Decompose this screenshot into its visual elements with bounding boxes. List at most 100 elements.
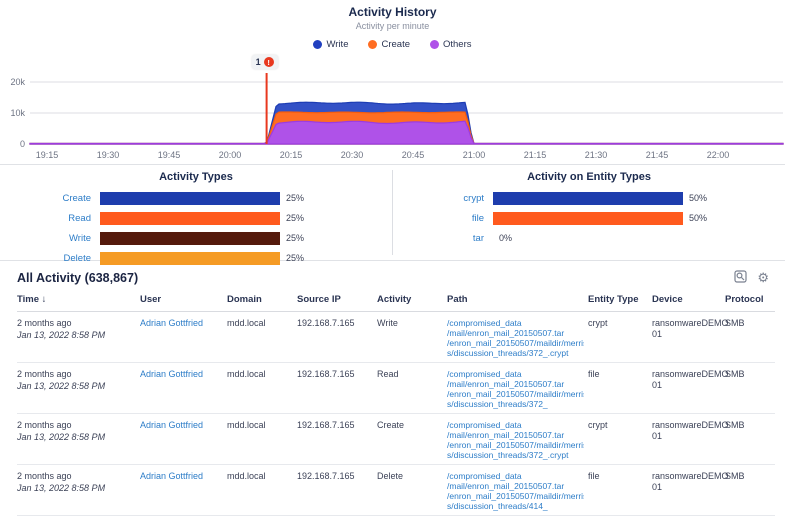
summary-panels: Activity Types Create 25% Read 25% Write 25% D…	[0, 164, 785, 265]
x-tick-label: 20:15	[280, 150, 303, 160]
device-cell: ransomwareDEMO 01	[652, 312, 729, 363]
bar-row-read: Read 25%	[0, 208, 392, 228]
time-absolute: Jan 13, 2022 8:58 PM	[17, 432, 106, 442]
bar-read[interactable]	[100, 211, 280, 225]
x-tick-label: 22:00	[707, 150, 730, 160]
column-header-time[interactable]: Time ↓	[17, 288, 140, 312]
bar-row-write: Write 25%	[0, 228, 392, 248]
user-link[interactable]: Adrian Gottfried	[140, 420, 204, 430]
column-header-domain[interactable]: Domain	[227, 288, 297, 312]
legend-label: Others	[443, 39, 472, 50]
path-line[interactable]: s/discussion_threads/372_.crypt	[447, 450, 569, 460]
entity-types-panel: Activity on Entity Types crypt 50% file 50%…	[393, 165, 785, 260]
legend-item-others[interactable]: Others	[430, 39, 472, 50]
path-line[interactable]: /compromised_data	[447, 369, 522, 379]
user-link[interactable]: Adrian Gottfried	[140, 318, 204, 328]
user-link[interactable]: Adrian Gottfried	[140, 471, 204, 481]
domain-cell: mdd.local	[227, 363, 297, 414]
entity-type-cell: file	[588, 363, 652, 414]
column-header-entity-type[interactable]: Entity Type	[588, 288, 652, 312]
time-cell: 2 months ago Jan 13, 2022 8:58 PM	[17, 312, 140, 363]
user-cell: Adrian Gottfried	[140, 363, 227, 414]
path-line[interactable]: /compromised_data	[447, 318, 522, 328]
domain-cell: mdd.local	[227, 465, 297, 516]
legend-dot-icon	[430, 40, 439, 49]
bar-label-create[interactable]: Create	[62, 192, 91, 204]
chart-legend: Write Create Others	[0, 39, 785, 50]
path-line[interactable]: /mail/enron_mail_20150507.tar	[447, 379, 565, 389]
column-header-device[interactable]: Device	[652, 288, 725, 312]
user-link[interactable]: Adrian Gottfried	[140, 369, 204, 379]
x-tick-label: 21:00	[463, 150, 486, 160]
entity-types-bars: crypt 50% file 50% tar 0%	[393, 188, 785, 248]
area-series-others[interactable]	[29, 120, 784, 145]
x-tick-label: 20:45	[402, 150, 425, 160]
protocol-cell: SMB	[725, 363, 775, 414]
activity-cell: Write	[377, 312, 447, 363]
table-settings-icon[interactable]: ⚙	[757, 270, 769, 285]
x-tick-label: 20:30	[341, 150, 364, 160]
x-tick-label: 19:45	[158, 150, 181, 160]
user-cell: Adrian Gottfried	[140, 465, 227, 516]
alert-icon: !	[263, 57, 274, 67]
bar-create[interactable]	[100, 191, 280, 205]
path-line[interactable]: /mail/enron_mail_20150507.tar	[447, 430, 565, 440]
chart-header: Activity History Activity per minute Wri…	[0, 0, 785, 50]
table-row: 2 months ago Jan 13, 2022 8:58 PM Adrian G…	[0, 363, 785, 414]
column-header-source-ip[interactable]: Source IP	[297, 288, 377, 312]
path-line[interactable]: /enron_mail_20150507/maildir/merriss-	[447, 491, 584, 501]
bar-row-file: file 50%	[393, 208, 785, 228]
device-cell: ransomwareDEMO 01	[652, 414, 729, 465]
x-tick-label: 19:15	[36, 150, 59, 160]
entity-types-title: Activity on Entity Types	[527, 171, 651, 183]
x-tick-label: 21:15	[524, 150, 547, 160]
x-tick-label: 21:45	[646, 150, 669, 160]
time-relative: 2 months ago	[17, 318, 72, 328]
bar-file[interactable]	[493, 211, 683, 225]
column-header-path[interactable]: Path	[447, 288, 588, 312]
source-ip-cell: 192.168.7.165	[297, 312, 377, 363]
path-line[interactable]: /enron_mail_20150507/maildir/merriss-	[447, 440, 584, 450]
bar-label-delete[interactable]: Delete	[63, 252, 91, 264]
path-line[interactable]: s/discussion_threads/372_.crypt	[447, 348, 569, 358]
bar-value-label: 50%	[689, 193, 708, 203]
path-line[interactable]: /enron_mail_20150507/maildir/merriss-	[447, 338, 584, 348]
source-ip-cell: 192.168.7.165	[297, 414, 377, 465]
path-line[interactable]: s/discussion_threads/372_	[447, 399, 548, 409]
path-line[interactable]: /enron_mail_20150507/maildir/merriss-	[447, 389, 584, 399]
y-tick-label: 0	[20, 139, 25, 149]
column-header-user[interactable]: User	[140, 288, 227, 312]
path-line[interactable]: /mail/enron_mail_20150507.tar	[447, 328, 565, 338]
page-title: Activity History	[348, 5, 437, 19]
bar-label-read[interactable]: Read	[68, 212, 91, 224]
bar-crypt[interactable]	[493, 191, 683, 205]
bar-label-file[interactable]: file	[471, 212, 484, 224]
path-cell: /compromised_data/mail/enron_mail_201505…	[447, 312, 588, 363]
legend-item-create[interactable]: Create	[368, 39, 410, 50]
activity-types-title: Activity Types	[159, 171, 233, 183]
legend-label: Write	[326, 39, 349, 50]
bar-label-tar[interactable]: tar	[472, 232, 484, 244]
device-line: ransomwareDEMO	[652, 369, 729, 379]
bar-label-crypt[interactable]: crypt	[463, 192, 484, 204]
column-header-activity[interactable]: Activity	[377, 288, 447, 312]
path-line[interactable]: s/discussion_threads/414_	[447, 501, 548, 511]
entity-type-cell: file	[588, 465, 652, 516]
path-line[interactable]: /compromised_data	[447, 471, 522, 481]
y-tick-label: 20k	[10, 77, 25, 87]
path-line[interactable]: /mail/enron_mail_20150507.tar	[447, 481, 565, 491]
export-icon[interactable]	[734, 270, 747, 285]
bar-write[interactable]	[100, 231, 280, 245]
bar-delete[interactable]	[100, 251, 280, 265]
column-header-protocol[interactable]: Protocol	[725, 288, 775, 312]
legend-item-write[interactable]: Write	[313, 39, 348, 50]
activity-history-plot[interactable]: 0 10k 20k 19:15 19:30 19:45 20:00 20:15 20:30 20:…	[0, 52, 785, 164]
activity-table-body: 2 months ago Jan 13, 2022 8:58 PM Adrian G…	[0, 312, 785, 516]
entity-type-cell: crypt	[588, 312, 652, 363]
bar-value-label: 25%	[286, 193, 305, 203]
path-line[interactable]: /compromised_data	[447, 420, 522, 430]
path-cell: /compromised_data/mail/enron_mail_201505…	[447, 363, 588, 414]
device-line: 01	[652, 329, 663, 339]
alert-badge[interactable]: 1 !	[251, 55, 278, 69]
bar-label-write[interactable]: Write	[69, 232, 91, 244]
